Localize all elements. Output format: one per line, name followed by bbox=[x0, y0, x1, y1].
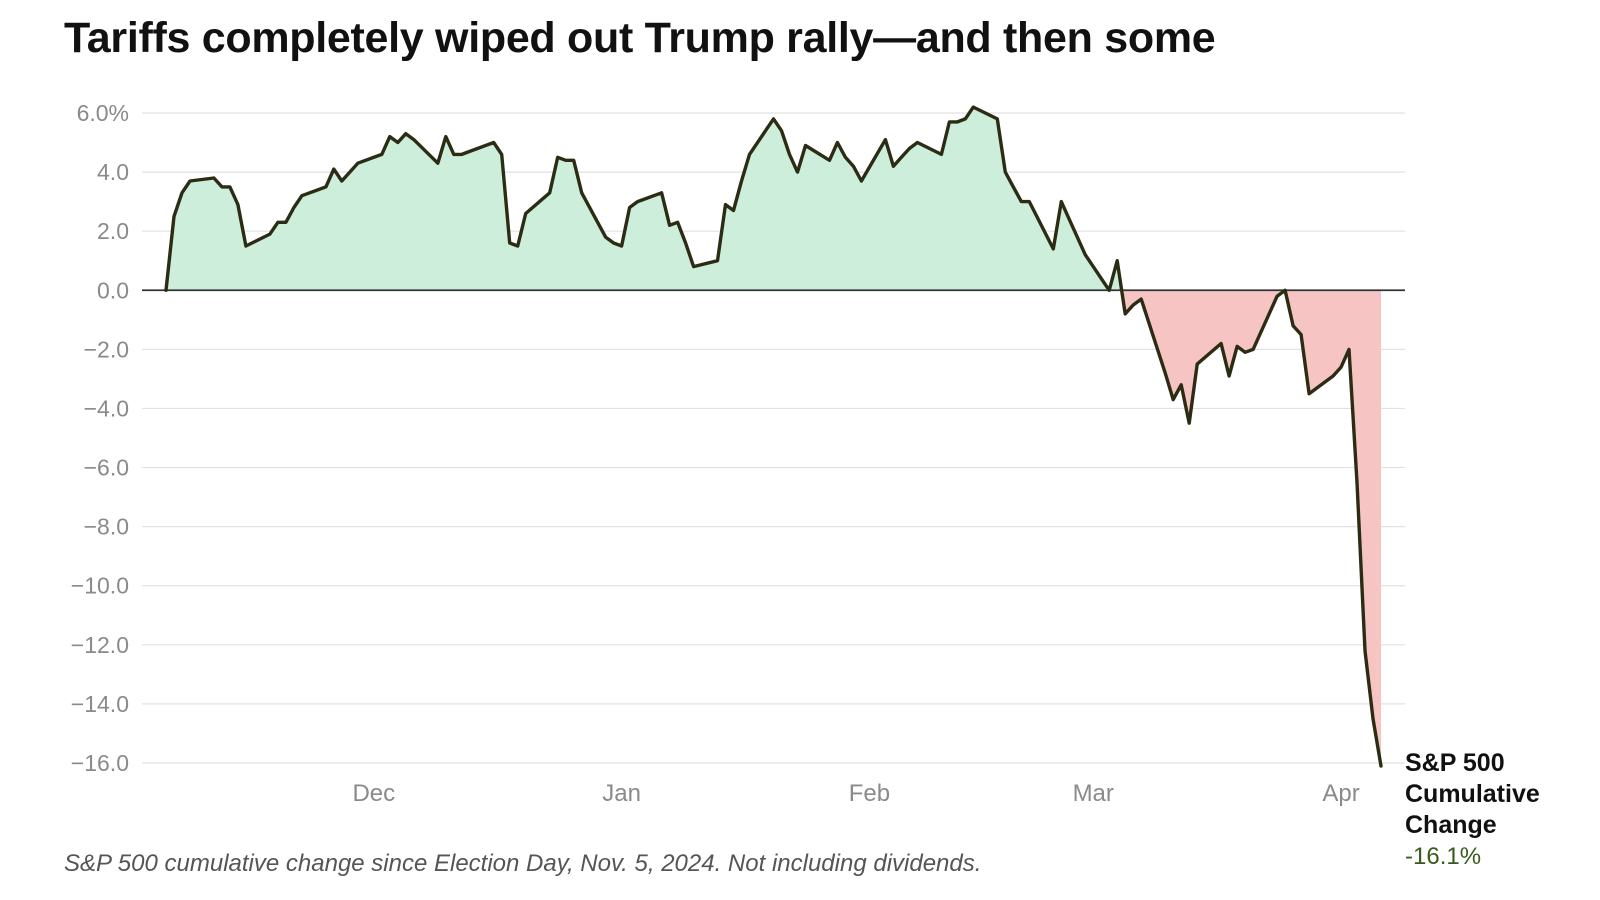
y-tick-label: 6.0% bbox=[77, 100, 129, 126]
y-tick-label: −8.0 bbox=[84, 514, 129, 540]
end-label: S&P 500 Cumulative Change -16.1% bbox=[1405, 748, 1540, 872]
area-layer bbox=[165, 107, 1382, 766]
line-layer bbox=[142, 105, 1405, 768]
end-label-line1: S&P 500 bbox=[1405, 749, 1505, 777]
sp500-series-line bbox=[164, 105, 1383, 768]
y-tick-label: −6.0 bbox=[84, 455, 129, 481]
end-label-line3: Change bbox=[1405, 811, 1497, 839]
y-tick-label: −16.0 bbox=[71, 750, 129, 776]
y-tick-label: −2.0 bbox=[84, 336, 129, 362]
y-tick-label: 0.0 bbox=[97, 277, 129, 303]
y-tick-label: −12.0 bbox=[71, 632, 129, 658]
y-tick-label: 4.0 bbox=[97, 159, 129, 185]
positive-area bbox=[165, 107, 1382, 291]
x-tick-label: Jan bbox=[602, 780, 641, 807]
y-tick-label: 2.0 bbox=[97, 218, 129, 244]
y-tick-label: −4.0 bbox=[84, 395, 129, 421]
x-tick-label: Apr bbox=[1322, 780, 1359, 807]
end-label-value: -16.1% bbox=[1405, 843, 1482, 870]
axis-layer: 6.0% 4.0 2.0 0.0 −2.0 −4.0 −6.0 −8.0 −10.0 −12.0 −… bbox=[71, 100, 1360, 807]
chart-title: Tariffs completely wiped out Trump rally… bbox=[64, 14, 1216, 62]
x-tick-label: Mar bbox=[1073, 780, 1114, 807]
y-tick-label: −14.0 bbox=[71, 691, 129, 717]
x-tick-label: Feb bbox=[849, 780, 890, 807]
chart-caption: S&P 500 cumulative change since Election… bbox=[64, 850, 982, 877]
y-tick-label: −10.0 bbox=[71, 573, 129, 599]
x-tick-label: Dec bbox=[352, 780, 395, 807]
end-label-line2: Cumulative bbox=[1405, 780, 1540, 808]
